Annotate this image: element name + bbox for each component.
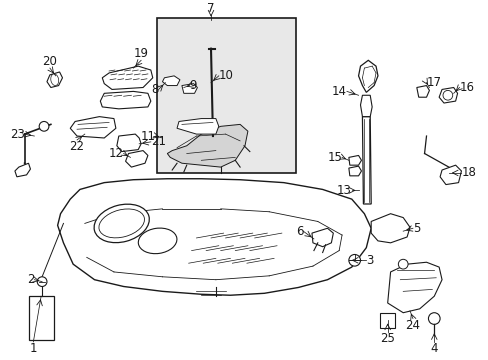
Text: 3: 3 (366, 254, 373, 267)
Polygon shape (70, 117, 116, 138)
Polygon shape (362, 117, 370, 204)
Circle shape (39, 121, 49, 131)
Text: 22: 22 (69, 140, 84, 153)
Polygon shape (28, 296, 54, 340)
Polygon shape (102, 66, 152, 89)
Polygon shape (182, 84, 197, 93)
Polygon shape (58, 179, 370, 295)
Polygon shape (416, 86, 428, 97)
Polygon shape (360, 95, 371, 117)
Text: 17: 17 (426, 76, 441, 89)
Polygon shape (438, 87, 457, 103)
Text: 18: 18 (461, 166, 475, 179)
Text: 25: 25 (380, 332, 394, 345)
Text: 24: 24 (405, 319, 420, 332)
Text: 21: 21 (150, 135, 165, 148)
Ellipse shape (138, 228, 177, 254)
Polygon shape (177, 118, 218, 134)
Polygon shape (15, 163, 30, 177)
Polygon shape (47, 72, 62, 87)
Bar (156, 18, 296, 173)
Circle shape (442, 90, 452, 100)
Text: 20: 20 (42, 55, 57, 68)
Polygon shape (167, 125, 247, 167)
Polygon shape (387, 262, 441, 313)
Text: 15: 15 (326, 151, 342, 164)
Ellipse shape (99, 209, 144, 238)
Text: 7: 7 (207, 2, 214, 15)
Text: 5: 5 (412, 222, 420, 235)
Text: 2: 2 (27, 273, 34, 286)
Polygon shape (117, 134, 141, 152)
Text: 23: 23 (10, 127, 24, 141)
Text: 16: 16 (459, 81, 473, 94)
Circle shape (398, 259, 407, 269)
Circle shape (427, 313, 439, 324)
Text: 12: 12 (108, 147, 123, 160)
Polygon shape (379, 313, 395, 328)
Text: 11: 11 (141, 130, 155, 143)
Polygon shape (311, 228, 333, 247)
Text: 8: 8 (151, 83, 158, 96)
Text: 10: 10 (218, 69, 233, 82)
Text: 6: 6 (295, 225, 303, 238)
Polygon shape (125, 150, 147, 167)
Text: 14: 14 (331, 85, 346, 98)
Text: 9: 9 (189, 79, 197, 92)
Circle shape (37, 277, 47, 287)
Polygon shape (370, 214, 409, 243)
Polygon shape (358, 60, 377, 93)
Text: 4: 4 (429, 342, 437, 355)
Polygon shape (100, 91, 150, 109)
Text: 19: 19 (133, 47, 148, 60)
Text: 13: 13 (336, 184, 351, 197)
Text: 1: 1 (30, 342, 37, 355)
Polygon shape (348, 166, 361, 176)
Circle shape (348, 255, 360, 266)
Polygon shape (348, 156, 361, 165)
Polygon shape (439, 165, 461, 185)
Ellipse shape (94, 204, 149, 243)
Polygon shape (162, 76, 180, 86)
Ellipse shape (51, 74, 59, 86)
